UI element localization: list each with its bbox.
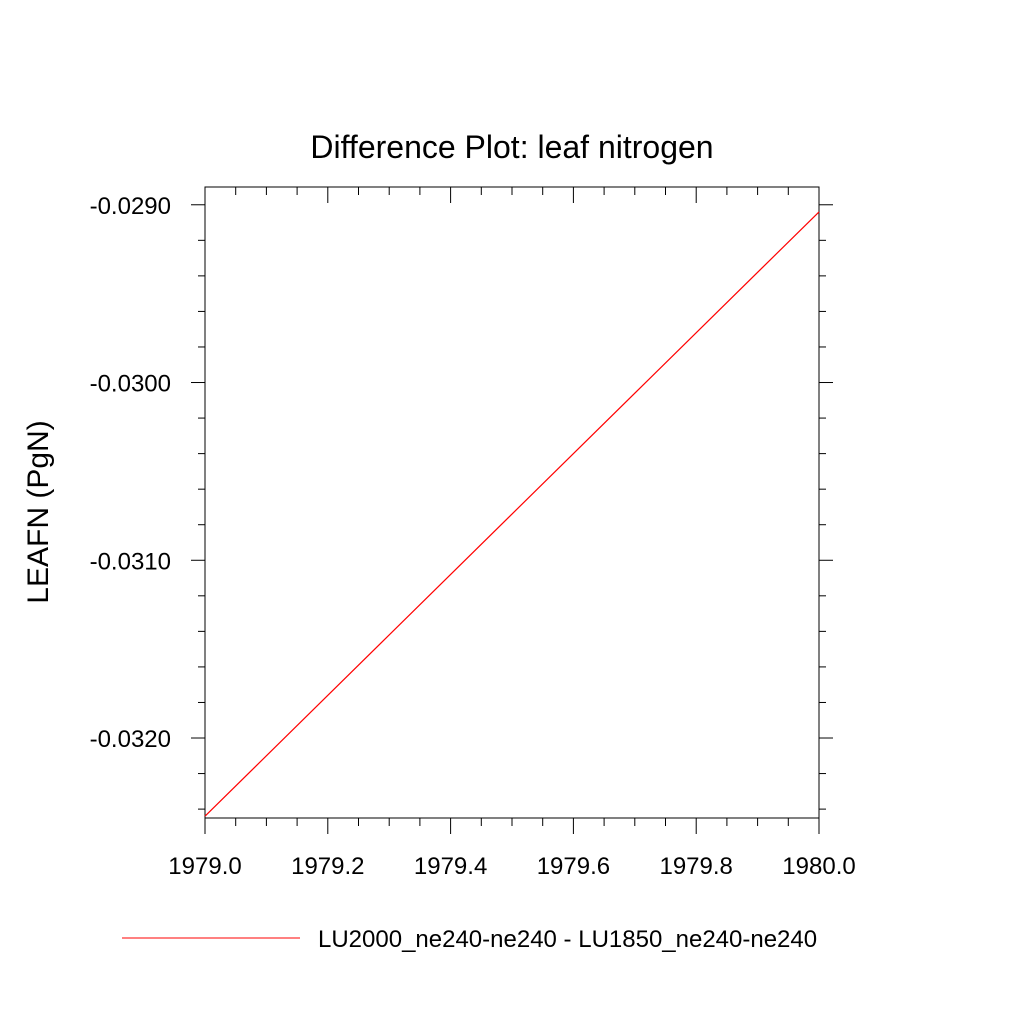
axes: 1979.0 1979.2 1979.4 1979.6 1979.8 1980.0 -0.0… (90, 186, 856, 880)
series-layer (204, 211, 820, 817)
x-tick-label: 1979.2 (291, 853, 364, 880)
x-tick-label: 1980.0 (782, 853, 855, 880)
y-tick-label: -0.0290 (90, 193, 171, 220)
x-tick-label: 1979.6 (537, 853, 610, 880)
y-axis-label: LEAFN (PgN) (22, 420, 55, 603)
y-tick-label: -0.0310 (90, 548, 171, 575)
x-tick-label: 1979.4 (414, 853, 487, 880)
y-tick-label: -0.0320 (90, 726, 171, 753)
x-tick-label: 1979.8 (659, 853, 732, 880)
legend-label: LU2000_ne240-ne240 - LU1850_ne240-ne240 (318, 926, 817, 953)
plot-frame (204, 186, 820, 819)
series-line (204, 211, 820, 817)
chart-title: Difference Plot: leaf nitrogen (310, 129, 713, 165)
y-tick-label: -0.0300 (90, 371, 171, 398)
legend: LU2000_ne240-ne240 - LU1850_ne240-ne240 (122, 926, 817, 953)
x-tick-label: 1979.0 (168, 853, 241, 880)
